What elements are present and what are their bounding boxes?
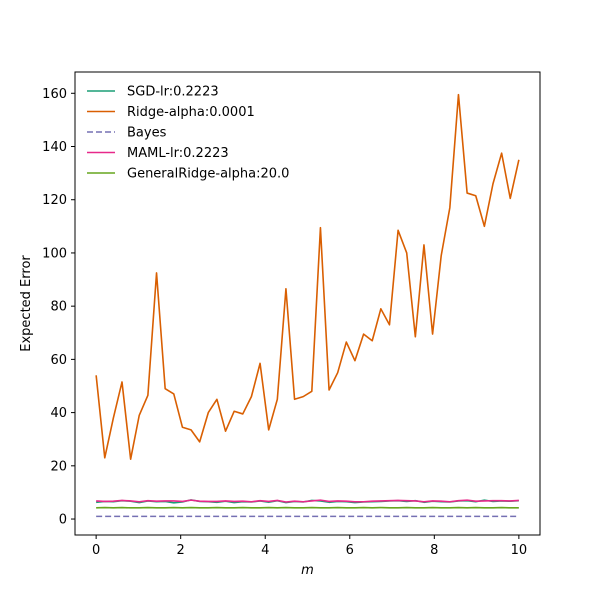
y-tick-label: 140 xyxy=(42,140,67,155)
legend-label: SGD-lr:0.2223 xyxy=(127,85,219,100)
legend-label: GeneralRidge-alpha:20.0 xyxy=(127,167,289,182)
y-tick-label: 80 xyxy=(50,300,67,315)
y-tick-label: 40 xyxy=(50,406,67,421)
x-tick-label: 2 xyxy=(177,543,185,558)
x-tick-label: 8 xyxy=(430,543,438,558)
y-tick-label: 120 xyxy=(42,193,67,208)
legend-label: Ridge-alpha:0.0001 xyxy=(127,105,255,120)
legend-label: Bayes xyxy=(127,126,167,141)
x-axis-ticks: 0 2 4 6 8 10 xyxy=(92,535,527,558)
y-tick-label: 160 xyxy=(42,87,67,102)
x-tick-label: 0 xyxy=(92,543,100,558)
y-axis-ticks: 0 20 40 60 80 100 120 140 160 xyxy=(42,87,75,528)
y-tick-label: 20 xyxy=(50,459,67,474)
axes-frame xyxy=(74,71,541,536)
y-tick-label: 100 xyxy=(42,246,67,261)
legend-label: MAML-lr:0.2223 xyxy=(127,146,229,161)
y-tick-label: 0 xyxy=(59,513,67,528)
series-line-4 xyxy=(96,499,519,503)
series-line-2 xyxy=(95,93,520,460)
y-axis-label: Expected Error xyxy=(19,255,34,352)
plot-lines xyxy=(95,93,520,518)
x-axis-label: m xyxy=(301,563,314,578)
y-tick-label: 60 xyxy=(50,353,67,368)
x-tick-label: 4 xyxy=(261,543,269,558)
legend: SGD-lr:0.2223 Ridge-alpha:0.0001 Bayes MAML… xyxy=(87,85,289,182)
x-tick-label: 6 xyxy=(346,543,354,558)
x-tick-label: 10 xyxy=(511,543,528,558)
